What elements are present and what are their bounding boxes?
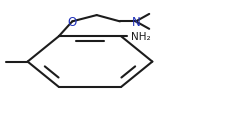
- Text: NH₂: NH₂: [131, 32, 151, 42]
- Text: O: O: [68, 16, 77, 29]
- Text: N: N: [131, 16, 140, 29]
